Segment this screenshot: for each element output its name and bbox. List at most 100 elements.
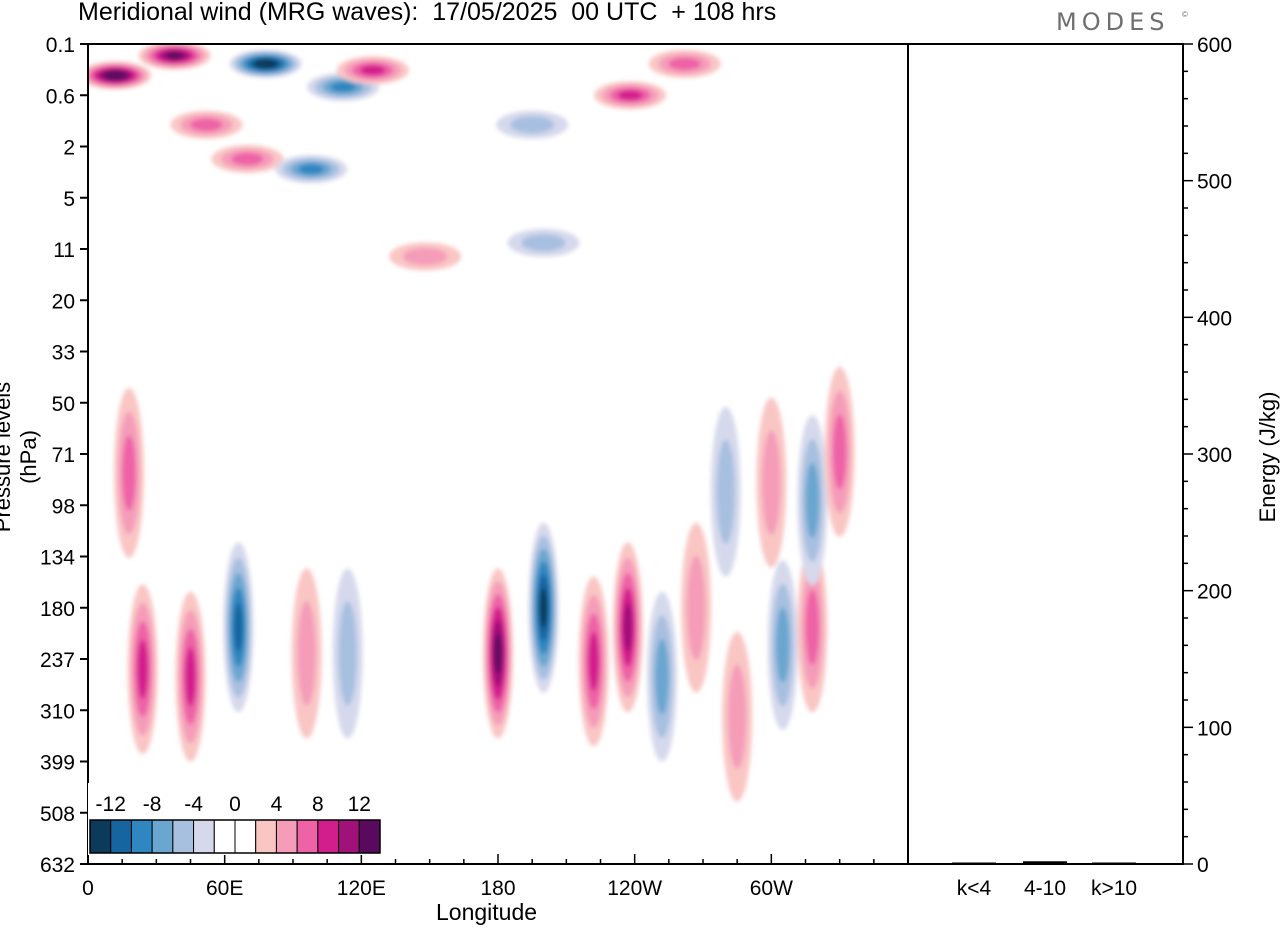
wind-contour-23-2 xyxy=(727,664,747,769)
colorbar-swatch xyxy=(213,819,236,854)
x-axis: 0 60E 120E 180 120W 60W xyxy=(82,854,909,900)
wind-contour-25-3 xyxy=(805,589,820,666)
colorbar-label: 4 xyxy=(271,793,283,816)
colorbar-swatch xyxy=(130,819,153,854)
wind-contour-0-7 xyxy=(107,72,123,79)
colorbar-swatch xyxy=(234,819,257,854)
x-tick-label: 0 xyxy=(82,877,94,900)
wind-contour-24-3 xyxy=(776,607,790,683)
wind-contour-2-7 xyxy=(258,60,274,67)
colorbar-frame xyxy=(89,819,381,854)
colorbar-label: 0 xyxy=(229,793,241,816)
energy-tick-label: 200 xyxy=(1197,581,1232,604)
wind-contour-15-2 xyxy=(297,601,316,706)
y-tick-label: 237 xyxy=(40,649,75,672)
wind-contour-21-3 xyxy=(655,638,669,715)
wind-contour-8-2 xyxy=(509,116,555,134)
wind-contour-11-3 xyxy=(122,435,136,511)
colorbar-swatch xyxy=(296,819,319,854)
modes-logo: MODES xyxy=(1056,8,1170,36)
wind-contour-28-3 xyxy=(805,462,820,539)
wind-contour-6-3 xyxy=(231,152,264,166)
wind-contour-10-3 xyxy=(668,57,701,71)
y-tick-label: 134 xyxy=(40,547,75,570)
energy-bar xyxy=(952,862,996,864)
y-tick-label: 5 xyxy=(63,188,75,211)
y-tick-label: 33 xyxy=(52,342,75,365)
y-tick-label: 508 xyxy=(40,803,75,826)
y-tick-label: 632 xyxy=(40,854,75,877)
colorbar-label: 12 xyxy=(348,793,371,816)
colorbar-swatch xyxy=(151,819,174,854)
colorbar-swatch xyxy=(338,819,360,854)
x-tick-label: 120W xyxy=(607,877,662,900)
y-tick-label: 399 xyxy=(40,752,75,775)
energy-panel-frame xyxy=(907,43,1184,865)
energy-tick-label: 400 xyxy=(1197,307,1232,330)
y-tick-label: 0.1 xyxy=(46,34,75,57)
colorbar-swatch xyxy=(172,819,195,854)
wind-contour-19-4 xyxy=(588,631,599,692)
energy-category-label: k<4 xyxy=(957,877,992,900)
wind-contour-9-4 xyxy=(617,90,643,101)
y-tick-label: 71 xyxy=(52,444,75,467)
energy-bar xyxy=(1023,861,1067,864)
wind-contour-29-3 xyxy=(832,414,847,490)
wind-contour-30-2 xyxy=(402,247,448,266)
wind-contour-31-2 xyxy=(521,234,566,252)
wind-contour-17-6 xyxy=(494,632,502,675)
colorbar-swatch xyxy=(89,819,112,854)
energy-category-label: k>10 xyxy=(1091,877,1137,900)
y-tick-label: 0.6 xyxy=(46,85,75,108)
colorbar-swatch xyxy=(317,819,340,854)
wind-contour-20-5 xyxy=(623,603,633,652)
x-tick-label: 180 xyxy=(480,877,515,900)
wind-contour-13-4 xyxy=(185,647,196,707)
colorbar-label: -4 xyxy=(184,793,203,816)
wind-contour-16-2 xyxy=(338,601,357,706)
y-axis-label: Pressure levels (hPa) xyxy=(0,381,41,533)
energy-tick-label: 500 xyxy=(1197,171,1232,194)
x-axis-label: Longitude xyxy=(436,899,538,925)
wind-contour-3-4 xyxy=(330,82,356,92)
colorbar-swatch xyxy=(358,819,381,854)
colorbar-swatch xyxy=(193,819,215,854)
colorbar-label: 8 xyxy=(312,793,324,816)
y-tick-label: 11 xyxy=(53,239,75,262)
energy-axis-label: Energy (J/kg) xyxy=(1255,391,1280,523)
y-tick-label: 2 xyxy=(63,137,75,160)
wind-contour-18-6 xyxy=(539,587,548,629)
wind-contour-1-6 xyxy=(165,52,184,59)
x-tick-label: 60E xyxy=(206,877,243,900)
energy-category-label: 4-10 xyxy=(1024,877,1066,900)
y-axis: 0.1 0.6 2 5 11 20 33 50 71 98 134 180 237 310 399 508 63… xyxy=(40,34,88,877)
energy-tick-label: 100 xyxy=(1197,717,1232,740)
energy-tick-label: 300 xyxy=(1197,444,1232,467)
y-tick-label: 98 xyxy=(52,495,75,518)
energy-panel: 0 100 200 300 400 500 600 k<4 4-10 k>10 xyxy=(952,34,1232,900)
wind-contour-5-3 xyxy=(190,118,223,131)
wind-contour-7-4 xyxy=(298,164,324,175)
wind-contour-4-4 xyxy=(360,65,386,76)
colorbar-label: -12 xyxy=(96,793,126,816)
x-tick-label: 120E xyxy=(337,877,386,900)
wind-contour-26-2 xyxy=(716,439,735,545)
wind-contour-27-2 xyxy=(762,430,781,535)
colorbar-swatch xyxy=(255,819,277,854)
y-tick-label: 310 xyxy=(40,700,75,723)
wind-contour-14-5 xyxy=(234,603,243,652)
wind-field xyxy=(88,44,855,802)
colorbar: -12 -8 -4 0 4 8 12 xyxy=(88,783,382,855)
colorbar-label: -8 xyxy=(143,793,162,816)
y-tick-label: 180 xyxy=(40,598,75,621)
energy-tick-label: 600 xyxy=(1197,34,1232,57)
energy-tick-label: 0 xyxy=(1197,854,1209,877)
y-tick-label: 20 xyxy=(52,290,75,313)
y-tick-label: 50 xyxy=(52,393,75,416)
logo-mark: © xyxy=(1182,10,1188,19)
wind-contour-22-2 xyxy=(686,555,706,661)
colorbar-swatch xyxy=(110,819,132,854)
chart-title: Meridional wind (MRG waves): 17/05/2025 … xyxy=(78,0,777,26)
wind-contour-12-4 xyxy=(137,639,148,699)
